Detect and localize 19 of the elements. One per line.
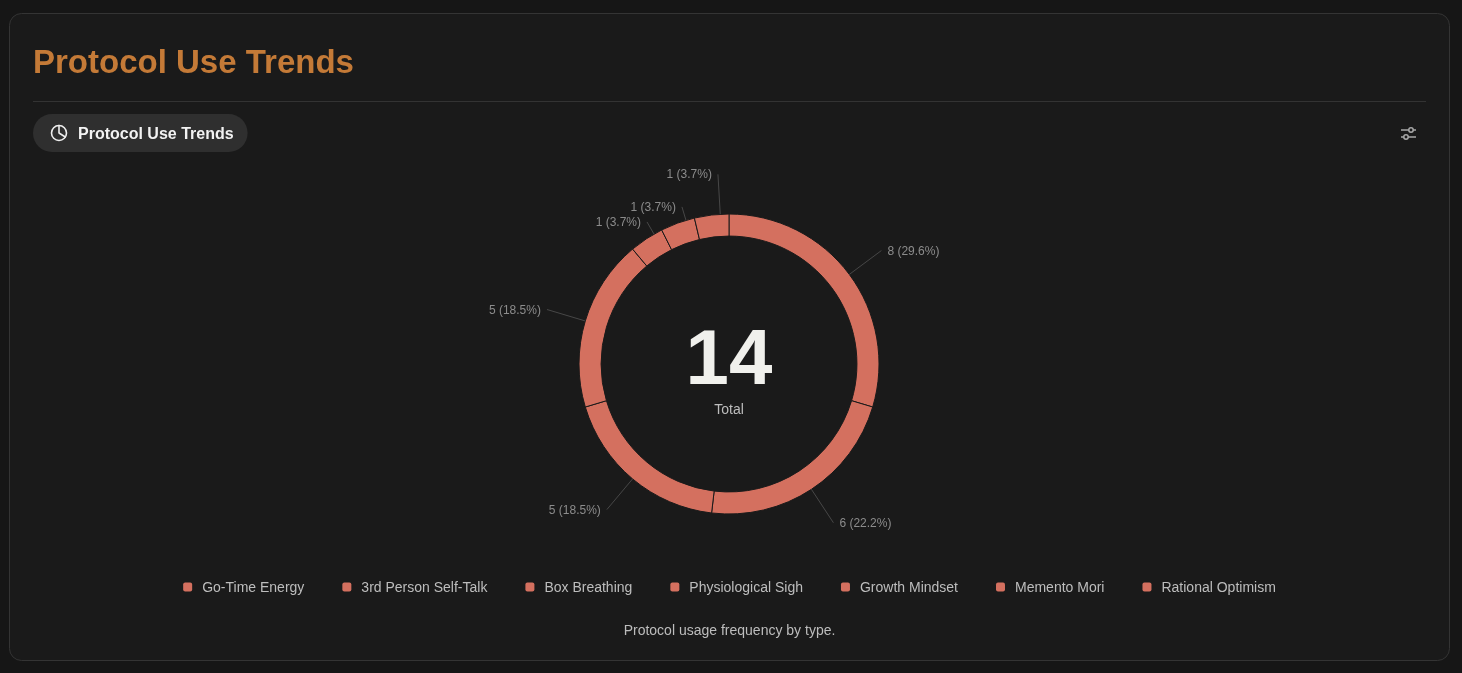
data-label: 5 (18.5%) (488, 302, 541, 317)
legend-label: Physiological Sigh (689, 579, 803, 595)
data-label: 5 (18.5%) (548, 502, 601, 517)
chart-subtitle: Protocol Use Trends (78, 125, 234, 142)
data-label: 6 (22.2%) (839, 515, 892, 530)
legend-label: Rational Optimism (1161, 579, 1276, 595)
legend-label: Box Breathing (544, 579, 633, 595)
legend-label: Memento Mori (1015, 579, 1105, 595)
data-label: 1 (3.7%) (666, 167, 712, 182)
data-label: 8 (29.6%) (887, 243, 940, 258)
legend-label: 3rd Person Self-Talk (361, 579, 489, 595)
text: 14 (685, 313, 773, 401)
text: Protocol usage frequency by type. (623, 622, 836, 638)
legend-label: Growth Mindset (859, 579, 959, 595)
data-label: 1 (3.7%) (630, 199, 676, 214)
data-label: 1 (3.7%) (595, 214, 641, 229)
chart-title: Protocol Use Trends (33, 43, 354, 80)
text: Total (714, 401, 744, 417)
legend-label: Go-Time Energy (202, 579, 305, 595)
